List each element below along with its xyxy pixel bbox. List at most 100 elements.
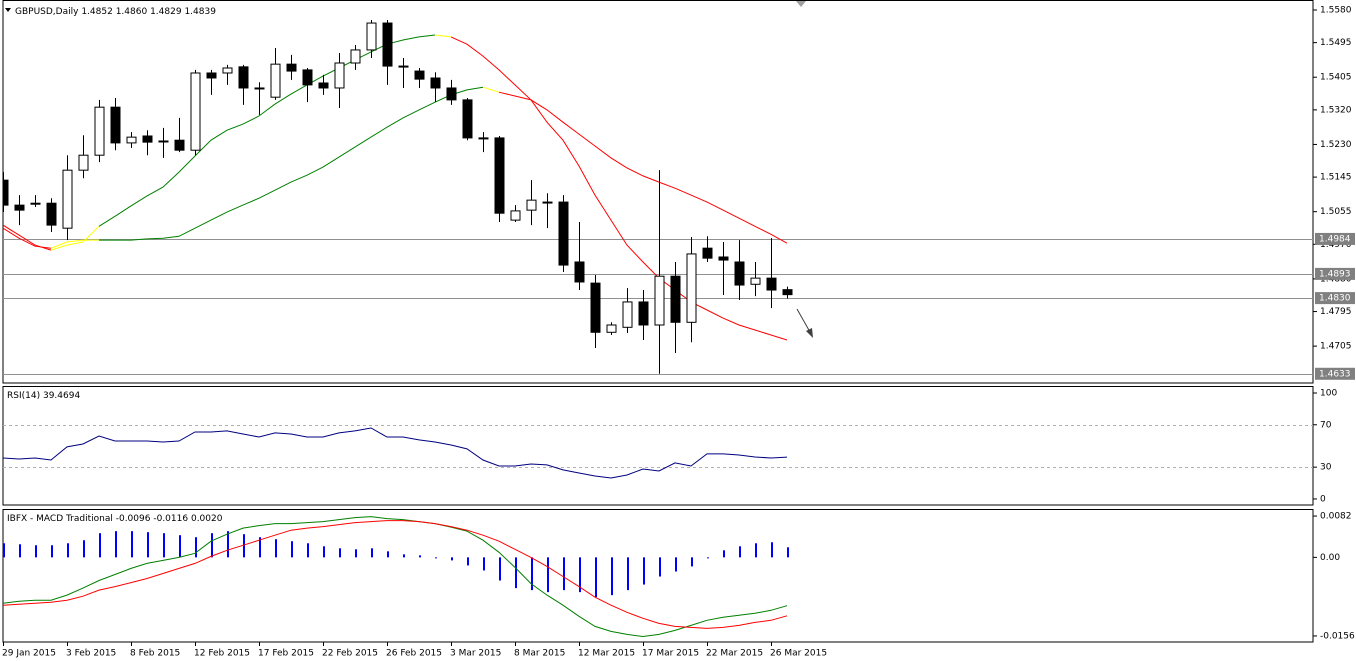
arrow-head: [806, 328, 813, 338]
candle-body: [478, 137, 489, 140]
rsi-title: RSI(14): [7, 391, 40, 401]
macd-plot: [3, 516, 789, 638]
histogram-bar: [147, 532, 149, 558]
hist-value: 0.0020: [191, 514, 223, 524]
candle-body: [718, 256, 729, 261]
macd-line: [3, 516, 788, 638]
candle-body: [110, 106, 121, 144]
shift-marker: [796, 1, 806, 7]
candle-body: [142, 135, 153, 143]
x-tick-label: 12 Mar 2015: [578, 649, 635, 659]
candle-body: [286, 63, 297, 72]
histogram-bar: [339, 548, 341, 558]
histogram-bar: [195, 537, 197, 558]
candle-body: [430, 77, 441, 89]
candle-body: [622, 301, 633, 328]
level-label: 1.4830: [1319, 294, 1351, 304]
x-tick-label: 29 Jan 2015: [2, 649, 56, 659]
macd-title: IBFX - MACD Traditional: [7, 514, 113, 524]
candle-body: [462, 99, 473, 139]
histogram-bar: [371, 548, 373, 558]
histogram-bar: [211, 533, 213, 558]
candle-body: [350, 49, 361, 64]
main-plot: [3, 19, 1313, 375]
x-tick-label: 8 Mar 2015: [514, 649, 565, 659]
histogram-bar: [67, 543, 69, 558]
histogram-bar: [355, 549, 357, 558]
candle-body: [14, 204, 25, 211]
candle-body: [638, 301, 649, 326]
candle-body: [254, 87, 265, 90]
histogram-bar: [675, 557, 677, 572]
histogram-bar: [323, 546, 325, 558]
menu-icon: [5, 8, 11, 12]
signal-value: -0.0116: [153, 514, 188, 524]
y-tick-label: 0.00: [1320, 553, 1340, 563]
histogram-bar: [563, 557, 565, 591]
y-tick-label: 1.4795: [1320, 307, 1352, 317]
y-tick-label: 0.0082: [1320, 512, 1352, 522]
candle-body: [238, 66, 249, 89]
rsi-line: [3, 427, 788, 479]
candle-body: [606, 324, 617, 333]
histogram-bar: [259, 537, 261, 558]
rsi-plot: [3, 425, 1313, 479]
level-label: 1.4633: [1319, 369, 1351, 379]
macd-line: [3, 520, 788, 629]
level-label-box: [1315, 232, 1355, 245]
moving-average: [99, 86, 484, 241]
x-tick-label: 17 Mar 2015: [642, 649, 699, 659]
y-tick-label: 1.4705: [1320, 342, 1352, 352]
x-tick-label: 8 Feb 2015: [130, 649, 180, 659]
macd-header: IBFX - MACD Traditional -0.0096 -0.0116 …: [7, 514, 223, 524]
histogram-bar: [115, 531, 117, 558]
histogram-bar: [467, 557, 469, 566]
candle-body: [590, 282, 601, 333]
histogram-bar: [179, 535, 181, 558]
histogram-bar: [547, 557, 549, 593]
histogram-bar: [483, 557, 485, 571]
histogram-bar: [387, 551, 389, 558]
histogram-bar: [83, 540, 85, 558]
candle-body: [382, 22, 393, 67]
histogram-bar: [99, 533, 101, 558]
candle-body: [366, 22, 377, 51]
candle-body: [654, 275, 665, 326]
histogram-bar: [611, 557, 613, 596]
candle-body: [126, 136, 137, 144]
moving-average: [450, 36, 788, 341]
histogram-bar: [131, 531, 133, 558]
y-tick-label: -0.0156: [1320, 631, 1355, 641]
moving-average: [3, 227, 52, 249]
x-tick-label: 3 Feb 2015: [66, 649, 116, 659]
candle-body: [398, 65, 409, 68]
candle-body: [414, 70, 425, 80]
candle-body: [686, 253, 697, 323]
candle-body: [318, 82, 329, 89]
candle-body: [3, 179, 9, 206]
candle-body: [702, 247, 713, 259]
x-tick-label: 22 Mar 2015: [706, 649, 763, 659]
candle-body: [558, 201, 569, 266]
moving-average: [498, 91, 788, 244]
histogram-bar: [515, 557, 517, 589]
candle-body: [302, 69, 313, 86]
histogram-bar: [163, 533, 165, 558]
moving-average: [482, 86, 500, 93]
moving-average: [98, 34, 436, 227]
candle-body: [510, 210, 521, 221]
candle-body: [542, 201, 553, 204]
histogram-bar: [307, 543, 309, 558]
header-low: 1.4829: [150, 7, 182, 17]
histogram-bar: [595, 557, 597, 598]
histogram-bar: [659, 557, 661, 577]
moving-average: [434, 34, 452, 38]
arrow-shaft: [796, 308, 811, 333]
y-tick-label: 0: [1320, 494, 1326, 504]
level-label-box: [1315, 367, 1355, 380]
candle-body: [270, 63, 281, 98]
level-label-box: [1315, 292, 1355, 305]
candle-body: [62, 169, 73, 229]
y-tick-label: 30: [1320, 463, 1332, 473]
